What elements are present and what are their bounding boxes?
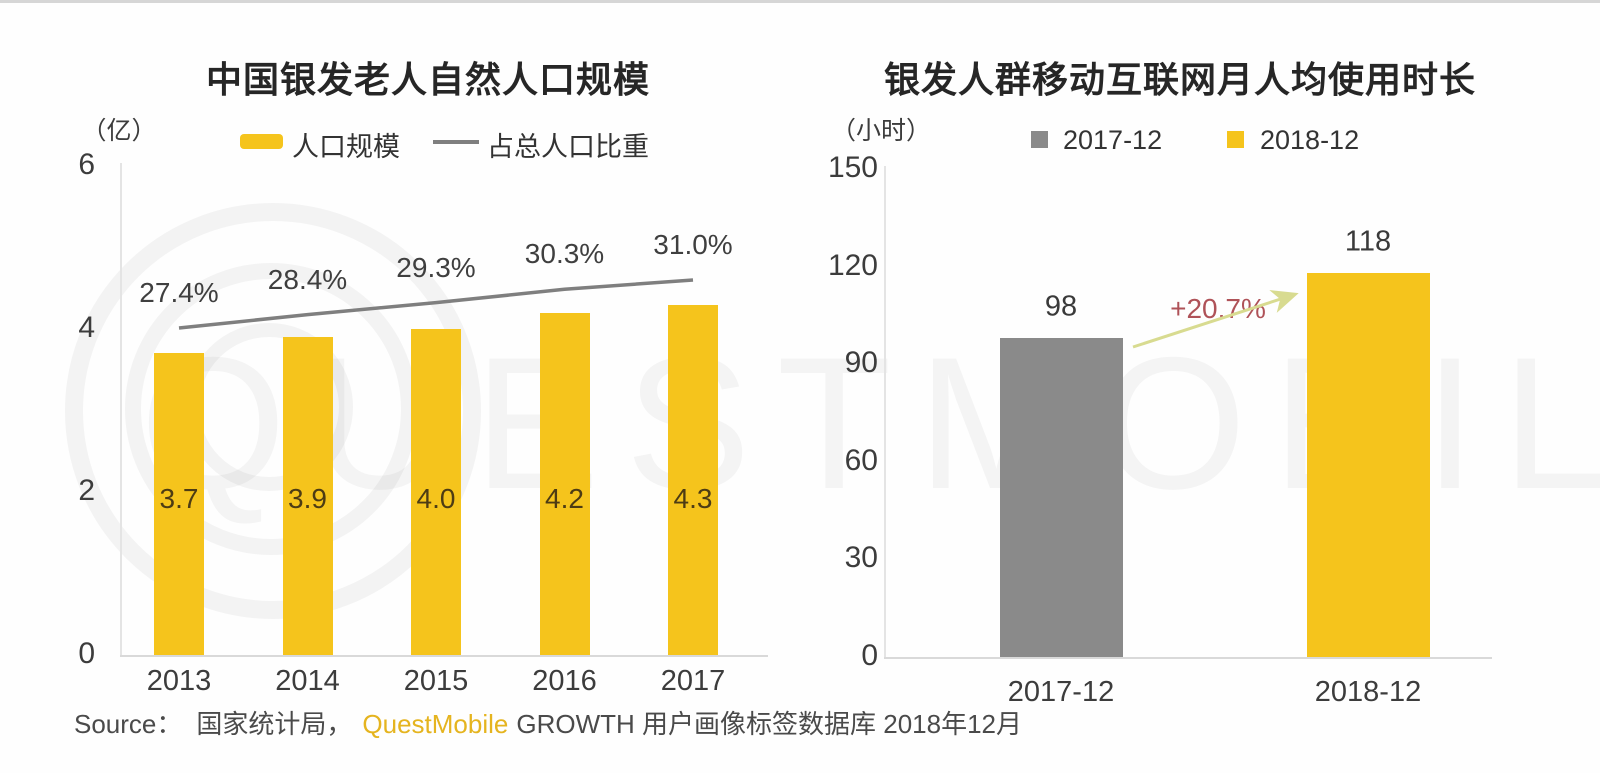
source-attribution: Source： 国家统计局， QuestMobile GROWTH 用户画像标签数据库…: [74, 704, 1022, 741]
share-percent-label: 30.3%: [524, 238, 605, 270]
population-bar: [411, 329, 461, 655]
share-percent-label: 28.4%: [267, 263, 348, 295]
right-y-tick-label: 0: [861, 639, 878, 672]
right-y-tick-label: 90: [844, 346, 878, 380]
left-y-tick-label: 2: [78, 474, 95, 507]
left-y-axis-line: [120, 163, 122, 655]
left-chart-unit-label: （亿）: [81, 117, 157, 145]
source-org: 国家统计局，: [196, 709, 353, 739]
right-y-tick-label: 120: [827, 248, 878, 282]
right-y-tick-label: 150: [827, 151, 878, 184]
legend-gray-square: [1031, 131, 1048, 148]
population-bar-value-label: 4.0: [416, 483, 456, 514]
population-bar: [282, 337, 333, 655]
population-bar-value-label: 3.7: [159, 483, 199, 514]
legend-yellow-square: [1227, 131, 1244, 148]
legend-label-2018-12: 2018-12: [1260, 125, 1360, 155]
right-chart-title: 银发人群移动互联网月人均使用时长: [883, 59, 1476, 100]
population-bar-value-label: 4.2: [545, 483, 584, 514]
left-y-tick-label: 4: [78, 311, 95, 344]
source-suffix: GROWTH 用户画像标签数据库 2018年12月: [516, 709, 1023, 739]
share-percent-label: 27.4%: [139, 276, 219, 308]
usage-bar-value-label: 98: [1044, 290, 1078, 323]
right-y-tick-label: 30: [844, 541, 878, 575]
population-bar: [668, 304, 718, 655]
legend-label-population: 人口规模: [292, 132, 400, 162]
usage-bar: [1306, 273, 1430, 657]
left-y-tick-label: 0: [78, 637, 95, 670]
right-chart-unit-label: （小时）: [830, 117, 931, 145]
left-x-category-label: 2015: [403, 665, 469, 697]
usage-bar-value-label: 118: [1344, 225, 1392, 258]
left-x-category-label: 2017: [660, 665, 726, 697]
population-bar: [539, 312, 590, 655]
left-chart-title: 中国银发老人自然人口规模: [205, 59, 650, 100]
left-x-category-label: 2016: [532, 665, 597, 697]
right-y-tick-label: 60: [844, 443, 878, 477]
growth-annotation: +20.7%: [1170, 293, 1266, 324]
right-x-axis-line: [884, 657, 1492, 659]
legend-bar-swatch: [240, 134, 283, 149]
left-x-category-label: 2013: [146, 665, 212, 697]
population-bar-value-label: 4.3: [673, 483, 713, 514]
usage-bar: [999, 338, 1123, 657]
source-brand: QuestMobile: [362, 709, 509, 739]
legend-label-share: 占总人口比重: [487, 132, 649, 162]
population-bar: [154, 353, 204, 655]
right-y-axis-line: [884, 166, 886, 657]
left-x-category-label: 2014: [275, 665, 340, 697]
legend-line-swatch: [433, 140, 479, 144]
share-percent-label: 31.0%: [653, 228, 733, 260]
population-bar-value-label: 3.9: [288, 483, 327, 514]
source-prefix: Source：: [74, 709, 183, 739]
right-x-category-label: 2018-12: [1314, 676, 1422, 708]
share-percent-label: 29.3%: [396, 251, 476, 283]
left-x-axis-line: [120, 655, 768, 657]
right-x-category-label: 2017-12: [1007, 676, 1115, 708]
legend-label-2017-12: 2017-12: [1063, 125, 1163, 155]
left-y-tick-label: 6: [78, 148, 95, 181]
